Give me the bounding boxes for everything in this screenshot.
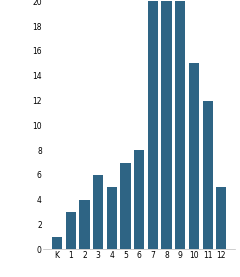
Bar	[134, 150, 144, 249]
Bar	[148, 1, 158, 249]
Bar	[175, 1, 186, 249]
Bar	[93, 175, 103, 249]
Bar	[107, 187, 117, 249]
Bar	[120, 163, 131, 249]
Bar	[216, 187, 227, 249]
Bar	[203, 101, 213, 249]
Bar	[162, 1, 172, 249]
Bar	[52, 237, 62, 249]
Bar	[66, 212, 76, 249]
Bar	[79, 200, 90, 249]
Bar	[189, 63, 199, 249]
